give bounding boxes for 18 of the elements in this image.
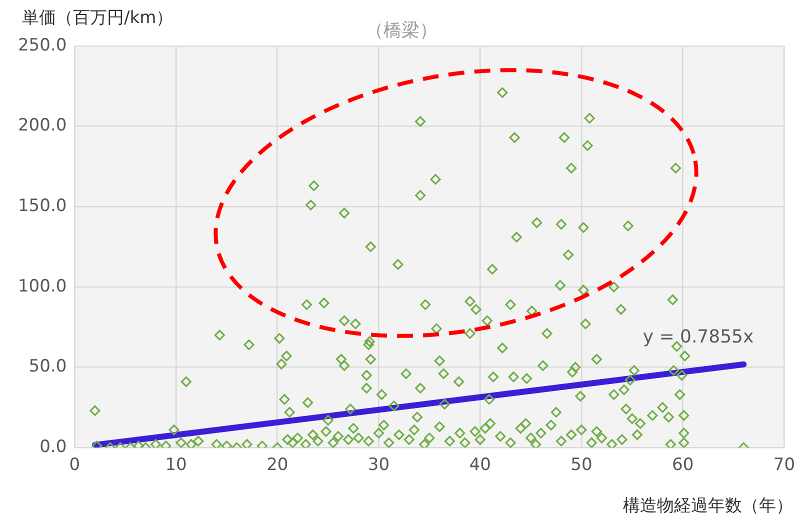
x-tick-label: 30 [368, 455, 390, 476]
y-tick-label: 250.0 [18, 35, 67, 56]
chart-title: （橋梁） [366, 20, 438, 41]
y-tick-label: 100.0 [18, 276, 67, 296]
x-tick-label: 40 [469, 455, 491, 476]
x-tick-label: 20 [266, 455, 288, 476]
y-tick-label: 50.0 [28, 356, 67, 377]
x-tick-label: 10 [165, 455, 187, 476]
x-tick-label: 0 [69, 455, 80, 476]
y-tick-label: 150.0 [18, 196, 67, 216]
y-axis-title: 単価（百万円/km） [22, 7, 174, 29]
x-tick-label: 60 [672, 455, 694, 476]
y-tick-label: 0.0 [40, 437, 67, 458]
x-axis-title: 構造物経過年数（年） [623, 495, 793, 517]
annotation: y = 0.7855x [642, 326, 754, 348]
x-tick-label: 70 [773, 455, 796, 476]
y-tick-label: 200.0 [18, 116, 67, 136]
x-tick-label: 50 [570, 455, 592, 476]
